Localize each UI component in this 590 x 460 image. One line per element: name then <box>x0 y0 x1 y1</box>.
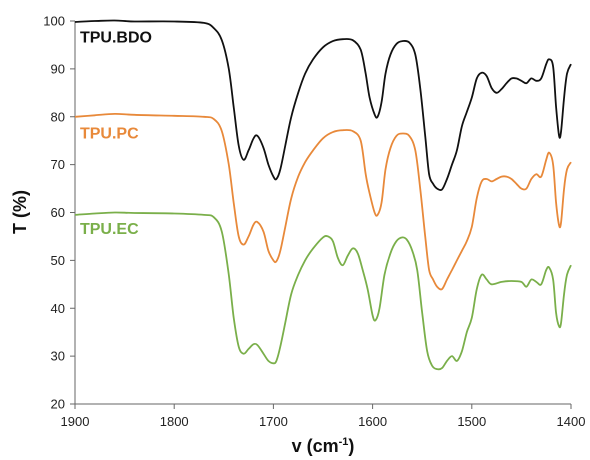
y-tick-label: 20 <box>51 397 65 412</box>
y-tick-label: 30 <box>51 349 65 364</box>
y-tick-label: 90 <box>51 61 65 76</box>
y-axis-ticks: 20 30 40 50 60 70 80 90 100 <box>43 14 75 412</box>
series-line-tpu-bdo <box>74 19 572 192</box>
y-tick-label: 80 <box>51 109 65 124</box>
y-axis-title: T (%) <box>10 190 30 234</box>
series-line-tpu-pc <box>74 112 572 291</box>
x-axis-title-sup: -1 <box>339 436 349 448</box>
y-tick-label: 70 <box>51 157 65 172</box>
y-tick-label: 100 <box>43 14 65 29</box>
x-tick-label: 1900 <box>61 414 90 429</box>
x-tick-label: 1800 <box>160 414 189 429</box>
x-axis-title-main: v (cm <box>292 436 339 456</box>
series-label-tpu-bdo: TPU.BDO <box>80 30 152 47</box>
x-tick-label: 1700 <box>259 414 288 429</box>
y-tick-label: 60 <box>51 205 65 220</box>
x-tick-label: 1500 <box>457 414 486 429</box>
series-line-tpu-ec <box>74 211 572 371</box>
series-label-tpu-ec: TPU.EC <box>80 221 139 238</box>
x-tick-label: 1400 <box>557 414 586 429</box>
series-labels: TPU.BDO TPU.PC TPU.EC <box>80 30 152 238</box>
x-tick-label: 1600 <box>358 414 387 429</box>
series-label-tpu-pc: TPU.PC <box>80 125 139 142</box>
x-axis-title-close: ) <box>348 436 354 456</box>
x-axis-title: v (cm-1) <box>292 436 355 456</box>
x-axis-ticks: 1900 1800 1700 1600 1500 1400 <box>61 404 586 429</box>
spectra-curves <box>74 19 572 371</box>
y-tick-label: 50 <box>51 253 65 268</box>
y-tick-label: 40 <box>51 301 65 316</box>
